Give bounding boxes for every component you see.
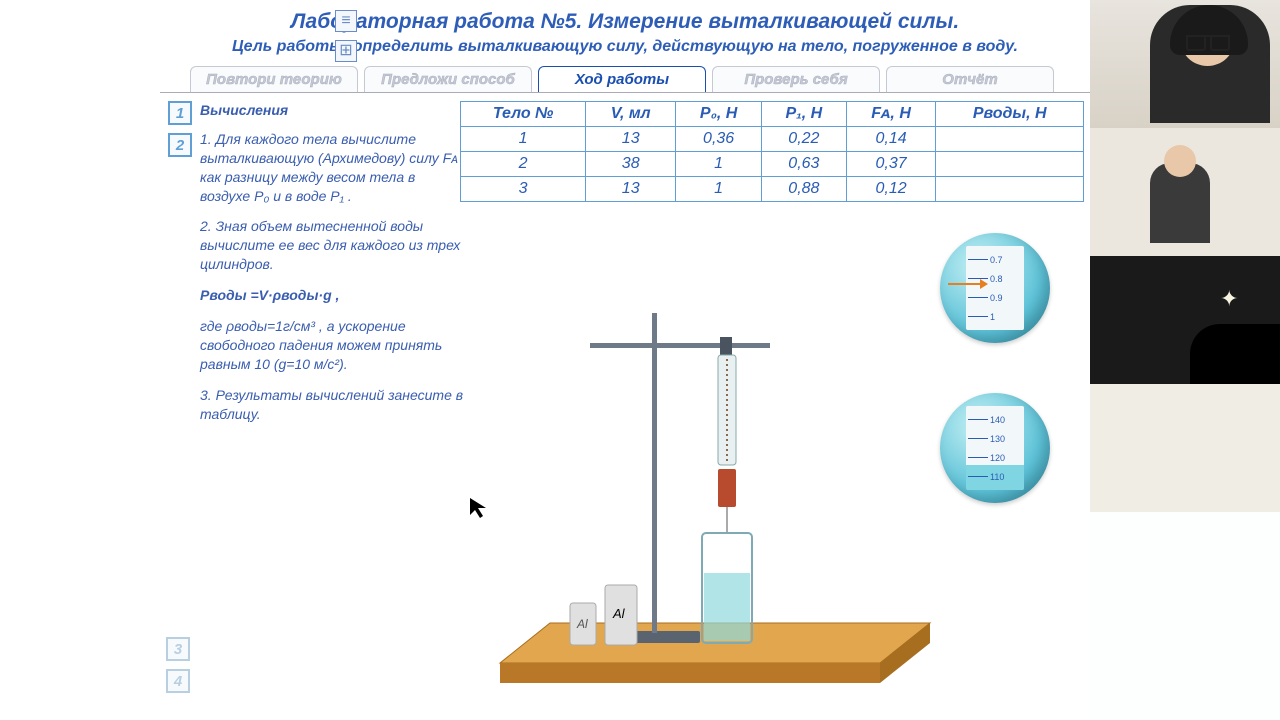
instructions-heading: Вычисления xyxy=(200,101,466,120)
step-sidebar: 1 2 3 4 xyxy=(160,93,200,703)
col-fa: Fᴀ, H xyxy=(846,102,936,127)
formula-1: Pводы =V·ρводы·g , xyxy=(200,286,466,305)
table-row: 1 13 0,36 0,22 0,14 xyxy=(461,127,1084,152)
cylinder-scale: 140 130 120 110 xyxy=(966,406,1024,490)
table-row: 3 13 1 0,88 0,12 xyxy=(461,177,1084,202)
col-pwater: Pводы, H xyxy=(936,102,1084,127)
lab-app-window: Лабораторная работа №5. Измерение выталк… xyxy=(160,0,1090,720)
tab-check[interactable]: Проверь себя xyxy=(712,66,880,92)
dynamometer-scale: 0.7 0.8 0.9 1 xyxy=(966,246,1024,330)
col-body-no: Тело № xyxy=(461,102,586,127)
step-1[interactable]: 1 xyxy=(168,101,192,125)
page-title: Лабораторная работа №5. Измерение выталк… xyxy=(190,10,1060,34)
col-p0: P₀, H xyxy=(676,102,762,127)
table-header-row: Тело № V, мл P₀, H P₁, H Fᴀ, H Pводы, H xyxy=(461,102,1084,127)
instruction-1: 1. Для каждого тела вычислите выталкиваю… xyxy=(200,130,466,206)
header: Лабораторная работа №5. Измерение выталк… xyxy=(160,0,1090,60)
tab-procedure[interactable]: Ход работы xyxy=(538,66,706,92)
calculator-icon[interactable] xyxy=(335,40,357,62)
webcam-участник-2[interactable] xyxy=(1090,128,1280,256)
step-4[interactable]: 4 xyxy=(166,669,190,693)
tab-bar: Повтори теорию Предложи способ Ход работ… xyxy=(160,60,1090,93)
table-row: 2 38 1 0,63 0,37 xyxy=(461,152,1084,177)
instruction-2: 2. Зная объем вытесненной воды вычислите… xyxy=(200,217,466,274)
gauge-needle xyxy=(948,283,982,285)
page-subtitle: Цель работы: определить выталкивающую си… xyxy=(190,38,1060,56)
step-2[interactable]: 2 xyxy=(168,133,192,157)
col-p1: P₁, H xyxy=(762,102,847,127)
webcam-panel xyxy=(1090,0,1280,512)
experiment-illustration: Al Al 0.7 0.8 0.9 1 140 1 xyxy=(460,233,1060,703)
left-margin xyxy=(0,0,160,720)
formula-2: где ρводы=1г/см³ , а ускорение свободног… xyxy=(200,317,466,374)
dynamometer-gauge[interactable]: 0.7 0.8 0.9 1 xyxy=(940,233,1050,343)
step-3[interactable]: 3 xyxy=(166,637,190,661)
tab-theory[interactable]: Повтори теорию xyxy=(190,66,358,92)
menu-icon[interactable] xyxy=(335,10,357,32)
instruction-3: 3. Результаты вычислений занесите в табл… xyxy=(200,386,466,424)
webcam-участник-3[interactable] xyxy=(1090,256,1280,384)
cylinder-gauge[interactable]: 140 130 120 110 xyxy=(940,393,1050,503)
webcam-участник-4[interactable] xyxy=(1090,384,1280,512)
svg-text:Al: Al xyxy=(576,617,588,631)
col-volume: V, мл xyxy=(586,102,676,127)
data-table-wrap: Тело № V, мл P₀, H P₁, H Fᴀ, H Pводы, H … xyxy=(460,101,1084,202)
content-area: 1 2 3 4 Вычисления 1. Для каждого тела в… xyxy=(160,93,1090,703)
instructions-panel: Вычисления 1. Для каждого тела вычислите… xyxy=(200,93,470,703)
tab-method[interactable]: Предложи способ xyxy=(364,66,532,92)
data-table: Тело № V, мл P₀, H P₁, H Fᴀ, H Pводы, H … xyxy=(460,101,1084,202)
svg-text:Al: Al xyxy=(612,606,626,621)
tab-report[interactable]: Отчёт xyxy=(886,66,1054,92)
webcam-участник-1[interactable] xyxy=(1090,0,1280,128)
